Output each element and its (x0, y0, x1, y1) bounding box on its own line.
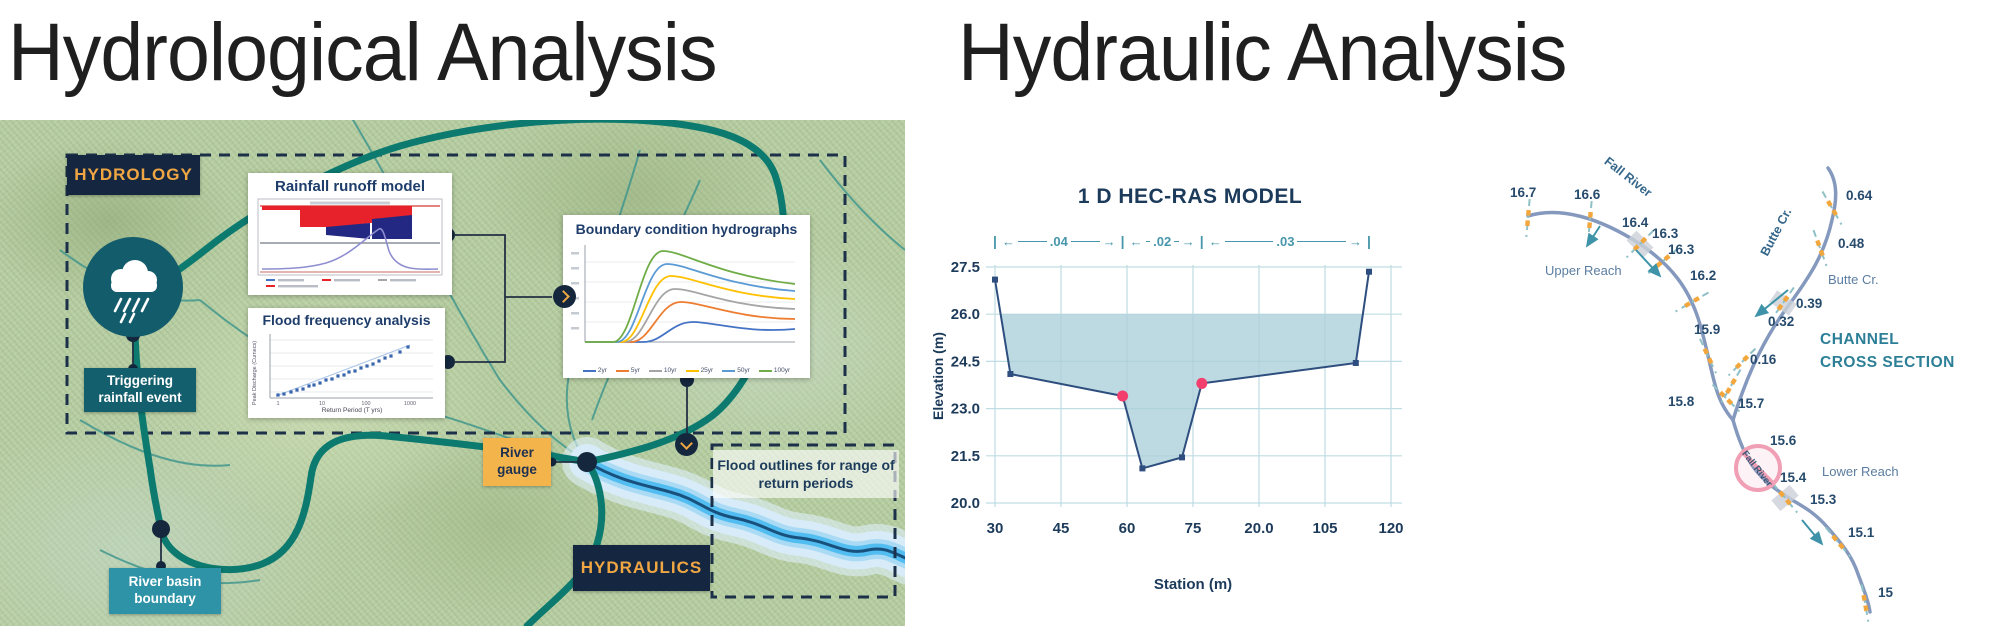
manning-segment: ← .04 → (1002, 234, 1116, 249)
closed-reach-prohibition-icon: Fall River (1734, 444, 1782, 492)
river-station-label: 16.2 (1690, 268, 1717, 283)
boundary-condition-hydrographs-card: Boundary condition hydrographs 2yr 5yr 10y… (563, 215, 810, 378)
page-title-hydrological: Hydrological Analysis (8, 7, 718, 98)
channel-cross-section-diagram: Fall River 16.7 16.6 Fall River 16.4 16.3 16.… (1450, 130, 2016, 626)
rainfall-runoff-mini-chart (257, 198, 443, 288)
river-gauge-badge: River gauge (483, 438, 551, 486)
channel-heading-line1: CHANNEL (1820, 331, 1900, 348)
flood-outlines-label: Flood outlines for range of return perio… (713, 450, 899, 499)
svg-text:100: 100 (361, 401, 370, 407)
flood-outline-bands (562, 437, 905, 585)
river-station-label: 0.16 (1750, 352, 1777, 367)
cloud-rain-glyph (111, 260, 157, 324)
svg-text:Peak Discharge (Cumecs): Peak Discharge (Cumecs) (252, 341, 258, 405)
svg-text:10: 10 (319, 401, 325, 407)
river-station-label: 15.1 (1848, 525, 1875, 540)
river-station-label: 16.7 (1510, 185, 1537, 200)
rainfall-card-title: Rainfall runoff model (275, 178, 425, 195)
svg-text:24.5: 24.5 (951, 353, 980, 370)
river-station-label: 0.39 (1796, 296, 1823, 311)
svg-text:75: 75 (1185, 520, 1202, 537)
river-station-label: 16.4 (1622, 215, 1649, 230)
river-station-label: 15.8 (1668, 394, 1695, 409)
manning-coefficients-row: | | | | ← .04 → ← .02 → ← .03 → (930, 233, 1430, 253)
station-axis-label: Station (m) (1153, 576, 1233, 593)
svg-text:60: 60 (1119, 520, 1136, 537)
svg-text:27.5: 27.5 (951, 259, 980, 276)
river-station-label: 15.4 (1780, 470, 1807, 485)
rainfall-runoff-model-card: Rainfall runoff model (248, 173, 452, 295)
page-title-hydraulic: Hydraulic Analysis (958, 7, 1567, 98)
manning-segment: ← .03 → (1208, 234, 1362, 249)
river-station-label: 15.6 (1770, 433, 1797, 448)
channel-heading: CHANNEL CROSS SECTION (1820, 328, 1955, 375)
svg-text:20.0: 20.0 (951, 495, 980, 512)
hecras-title: 1 D HEC-RAS MODEL (1077, 185, 1303, 208)
flood-frequency-card-title: Flood frequency analysis (262, 312, 431, 328)
triggering-rainfall-event-badge: Triggering rainfall event (84, 368, 196, 412)
boundary-card-title: Boundary condition hydrographs (575, 221, 798, 237)
rain-cloud-icon (83, 237, 183, 337)
svg-text:23.0: 23.0 (951, 401, 980, 418)
hydrology-zone-dashed-rect (65, 153, 847, 435)
manning-delimiter: | (993, 233, 997, 249)
svg-text:120: 120 (1378, 520, 1403, 537)
river-station-label: 16.6 (1574, 187, 1601, 202)
elevation-axis-label: Elevation (m) (930, 332, 946, 420)
svg-text:1: 1 (276, 401, 279, 407)
hydraulics-badge: HYDRAULICS (573, 545, 710, 591)
legend-item: 100yr (758, 367, 790, 374)
manning-delimiter: | (1367, 233, 1371, 249)
svg-text:21.5: 21.5 (951, 448, 980, 465)
legend-item: 5yr (615, 367, 640, 374)
svg-text:1000: 1000 (404, 401, 416, 407)
river-station-label: 15.9 (1694, 322, 1721, 337)
svg-text:20.0: 20.0 (1244, 520, 1273, 537)
manning-delimiter: | (1120, 233, 1125, 249)
river-station-label: 16.3 (1668, 242, 1695, 257)
flow-direction-arrows (1585, 225, 1824, 546)
river-station-label: 16.3 (1652, 226, 1679, 241)
svg-text:105: 105 (1312, 520, 1337, 537)
manning-delimiter: | (1199, 233, 1204, 249)
hydraulics-zone-dashed-rect (710, 443, 897, 599)
hydrology-badge: HYDROLOGY (67, 155, 200, 195)
reach-label: Butte Cr. (1828, 272, 1879, 287)
chevron-right-icon (553, 285, 576, 308)
legend-item: 50yr (722, 367, 750, 374)
cross-section-markers (1525, 191, 1870, 622)
river-station-label: 0.64 (1846, 188, 1873, 203)
map-overlay-graphics (59, 120, 905, 626)
flood-frequency-analysis-card: Flood frequency analysis 1 10 100 1000 Retur… (248, 308, 445, 418)
connector-lines (132, 234, 688, 566)
legend-item: 10yr (648, 367, 677, 374)
hydrographs-mini-chart (571, 245, 796, 343)
river-lines (1526, 166, 1872, 614)
cross-section-chart: 30 45 60 75 20.0 105 120 27.5 26.0 24.5 23.0 21.5 20… (930, 255, 1430, 570)
chevron-down-icon (675, 433, 698, 456)
river-station-label: 0.32 (1768, 314, 1795, 329)
legend-item: 25yr (685, 367, 713, 374)
svg-text:Return Period (T yrs): Return Period (T yrs) (322, 407, 383, 414)
legend-item: 2yr (582, 367, 607, 374)
manning-segment: ← .02 → (1129, 234, 1195, 249)
hydrology-map: HYDROLOGY Triggering rainfall event Rive… (0, 120, 905, 626)
reach-label: Upper Reach (1545, 263, 1622, 278)
svg-text:45: 45 (1053, 520, 1070, 537)
svg-text:30: 30 (987, 520, 1004, 537)
flood-frequency-mini-chart: 1 10 100 1000 Return Period (T yrs) Peak Disc… (252, 334, 433, 414)
hydrographs-legend: 2yr 5yr 10yr 25yr 50yr 100yr (563, 367, 810, 374)
channel-heading-line2: CROSS SECTION (1820, 354, 1955, 372)
river-station-label: 15.7 (1738, 396, 1765, 411)
river-station-label: 15 (1878, 585, 1894, 600)
river-station-label: 15.3 (1810, 492, 1837, 507)
river-basin-boundary-badge: River basin boundary (109, 568, 221, 614)
river-station-label: 0.48 (1838, 236, 1865, 251)
reach-label: Lower Reach (1822, 464, 1899, 479)
svg-text:26.0: 26.0 (951, 306, 980, 323)
